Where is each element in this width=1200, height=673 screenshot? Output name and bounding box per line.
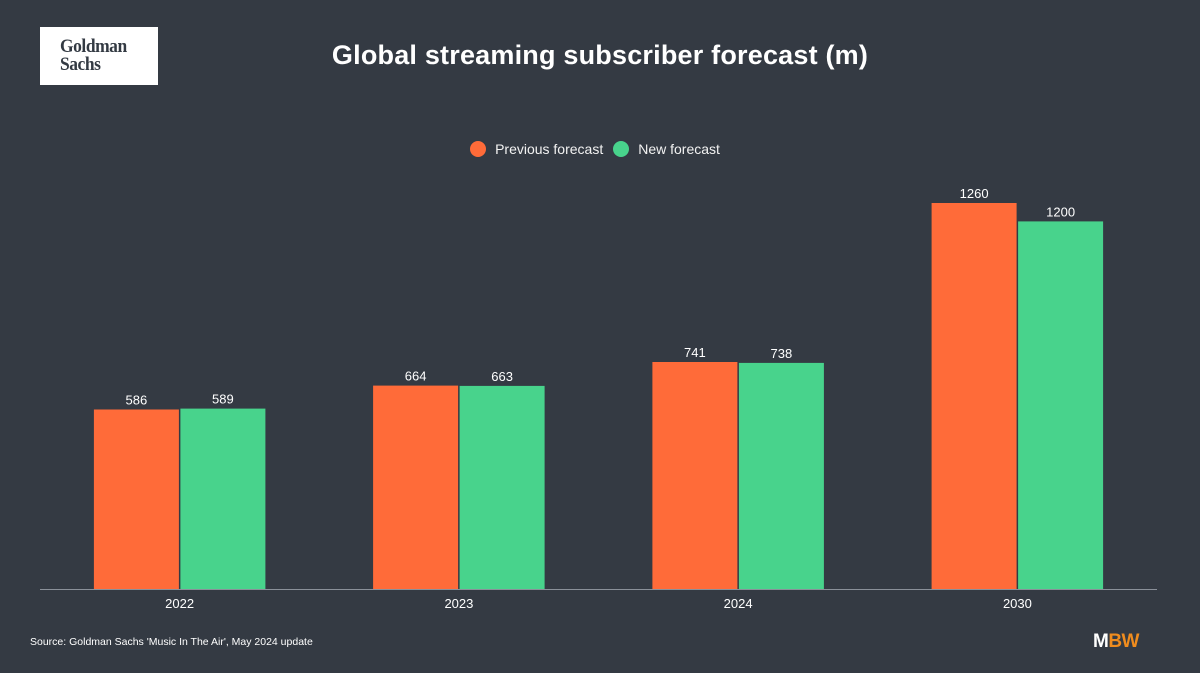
bar-new-forecast-2030[interactable] <box>1018 221 1104 589</box>
data-label-new-forecast-2024: 738 <box>771 346 793 361</box>
data-label-new-forecast-2030: 1200 <box>1046 204 1075 219</box>
legend-swatch-new-forecast <box>613 141 630 157</box>
logo-line-1: Goldman <box>60 36 127 57</box>
bar-previous-forecast-2024[interactable] <box>652 362 738 589</box>
mbw-logo-bw: BW <box>1108 631 1139 652</box>
bar-new-forecast-2022[interactable] <box>180 408 266 589</box>
data-label-new-forecast-2022: 589 <box>212 392 234 407</box>
data-label-previous-forecast-2022: 586 <box>126 393 148 408</box>
legend-swatch-previous-forecast <box>470 141 487 157</box>
x-tick-label-2024: 2024 <box>724 596 753 611</box>
x-tick-label-2023: 2023 <box>444 596 473 611</box>
data-label-previous-forecast-2030: 1260 <box>960 186 989 201</box>
legend-label-previous-forecast: Previous forecast <box>495 141 604 157</box>
goldman-sachs-logo: Goldman Sachs <box>40 27 158 85</box>
bar-previous-forecast-2022[interactable] <box>93 409 179 590</box>
logo-line-2: Sachs <box>60 54 101 75</box>
bar-previous-forecast-2030[interactable] <box>931 203 1017 589</box>
bar-new-forecast-2023[interactable] <box>459 385 545 589</box>
source-note: Source: Goldman Sachs 'Music In The Air'… <box>30 636 313 648</box>
bar-new-forecast-2024[interactable] <box>738 362 824 589</box>
chart-legend: Previous forecast New forecast <box>0 141 1190 157</box>
x-tick-label-2030: 2030 <box>1003 596 1032 611</box>
data-label-previous-forecast-2024: 741 <box>684 345 706 360</box>
data-label-previous-forecast-2023: 664 <box>405 369 427 384</box>
mbw-logo-m: M <box>1093 631 1109 652</box>
legend-item-new-forecast[interactable]: New forecast <box>613 141 720 157</box>
data-label-new-forecast-2023: 663 <box>491 369 513 384</box>
legend-item-previous-forecast[interactable]: Previous forecast <box>470 141 603 157</box>
chart-title: Global streaming subscriber forecast (m) <box>331 40 869 70</box>
legend-label-new-forecast: New forecast <box>638 141 720 157</box>
x-tick-label-2022: 2022 <box>165 596 194 611</box>
mbw-logo: MBW <box>1093 631 1139 653</box>
bar-previous-forecast-2023[interactable] <box>373 385 459 589</box>
